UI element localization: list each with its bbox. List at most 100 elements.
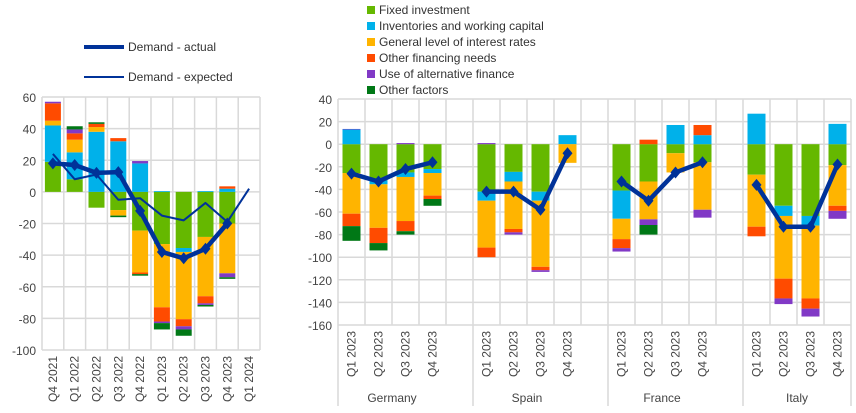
legend-item-expected: Demand - expected (84, 62, 233, 92)
bar-segment-other_fin (44, 103, 61, 121)
bar-segment-rates (175, 251, 192, 320)
bar-segment-other (88, 122, 105, 124)
line-marker (135, 204, 146, 217)
x-tick-label: Q1 2023 (155, 356, 169, 402)
legend-left: Demand - actual Demand - expected (84, 32, 233, 92)
bar-segment-inventories (175, 248, 192, 252)
bar-segment-fixed (44, 161, 61, 192)
y-tick-label: -40 (315, 183, 333, 197)
x-tick-label: Q4 2022 (133, 356, 147, 402)
legend-item-other-factors: Other factors (367, 82, 544, 98)
bar-segment-other_fin (153, 307, 170, 322)
bar-segment-fixed (342, 144, 361, 174)
bar-segment-rates (342, 173, 361, 214)
line-marker (113, 166, 124, 179)
swatch-icon (367, 38, 375, 46)
y-tick-label: -100 (12, 344, 36, 358)
bar-segment-rates (88, 127, 105, 132)
line-marker (832, 158, 843, 171)
legend-item-actual: Demand - actual (84, 32, 233, 62)
bar-segment-rates (477, 200, 496, 248)
x-tick-label: Q3 2023 (534, 331, 548, 377)
legend-item-alternative-finance: Use of alternative finance (367, 66, 544, 82)
swatch-icon (367, 22, 375, 30)
y-tick-label: 40 (319, 93, 333, 107)
bar-segment-other (219, 277, 236, 279)
line-marker (562, 147, 573, 160)
swatch-icon (367, 86, 375, 94)
bar-segment-fixed (774, 144, 793, 206)
bar-segment-other (153, 323, 170, 330)
x-tick-label: Q3 2023 (804, 331, 818, 377)
bar-segment-inventories (153, 191, 170, 192)
y-tick-label: -20 (19, 218, 37, 232)
bar-segment-fixed (747, 144, 766, 175)
x-tick-label: Q4 2023 (831, 331, 845, 377)
line-marker (508, 185, 519, 198)
bar-segment-other_fin (219, 186, 236, 189)
thin-line-swatch (84, 76, 124, 78)
bar-segment-other_fin (693, 124, 712, 136)
legend-item-rates: General level of interest rates (367, 34, 544, 50)
bar-segment-inventories (342, 129, 361, 145)
line-marker (200, 242, 211, 255)
y-tick-label: -120 (308, 274, 332, 288)
x-tick-label: Q4 2023 (561, 331, 575, 377)
legend-label: Demand - expected (128, 70, 233, 84)
legend-label: Use of alternative finance (379, 67, 515, 81)
bar-segment-fixed (197, 191, 214, 237)
bar-segment-alt_fin (219, 273, 236, 278)
bar-segment-other_fin (612, 239, 631, 249)
bar-segment-fixed (153, 191, 170, 245)
group-label-france: France (643, 391, 681, 405)
x-tick-label: Q2 2023 (372, 331, 386, 377)
bar-segment-other (175, 329, 192, 336)
y-tick-label: 0 (325, 138, 332, 152)
bar-segment-inventories (44, 125, 61, 162)
x-tick-label: Q1 2023 (480, 331, 494, 377)
legend-item-other-financing: Other financing needs (367, 50, 544, 66)
bar-segment-other_fin (477, 247, 496, 258)
line-marker (427, 156, 438, 169)
thick-line-swatch (84, 45, 124, 49)
bar-segment-alt_fin (693, 209, 712, 218)
bar-segment-other (132, 274, 149, 276)
x-tick-label: Q1 2023 (750, 331, 764, 377)
bar-segment-other_fin (828, 205, 847, 211)
y-tick-label: 20 (23, 154, 37, 168)
y-tick-label: -80 (19, 312, 37, 326)
bar-segment-alt_fin (612, 248, 631, 252)
bar-segment-fixed (612, 144, 631, 191)
bar-segment-alt_fin (132, 161, 149, 164)
swatch-icon (367, 70, 375, 78)
bar-segment-other_fin (342, 213, 361, 227)
legend-label: Fixed investment (379, 3, 470, 17)
line-marker (670, 166, 681, 179)
bar-segment-other_fin (132, 272, 149, 275)
bar-segment-other_fin (747, 226, 766, 237)
line-marker (481, 185, 492, 198)
group-label-italy: Italy (786, 391, 808, 405)
bar-segment-fixed (801, 144, 820, 216)
x-tick-label: Q3 2023 (669, 331, 683, 377)
y-tick-label: 20 (319, 116, 333, 130)
bar-segment-inventories (531, 191, 550, 201)
x-tick-label: Q2 2022 (90, 356, 104, 402)
bar-segment-rates (612, 218, 631, 240)
bar-segment-inventories (693, 135, 712, 145)
bar-segment-inventories (423, 169, 442, 174)
bar-segment-fixed (66, 179, 83, 192)
x-tick-label: Q3 2022 (111, 356, 125, 402)
line-marker (400, 163, 411, 176)
x-tick-label: Q3 2023 (399, 331, 413, 377)
bar-segment-alt_fin (44, 101, 61, 104)
line-marker (178, 252, 189, 265)
line-marker (373, 175, 384, 188)
bar-segment-fixed (396, 144, 415, 173)
line-marker (47, 157, 58, 170)
bar-segment-other_fin (110, 138, 127, 142)
bar-segment-alt_fin (801, 308, 820, 317)
bar-segment-rates (219, 223, 236, 274)
